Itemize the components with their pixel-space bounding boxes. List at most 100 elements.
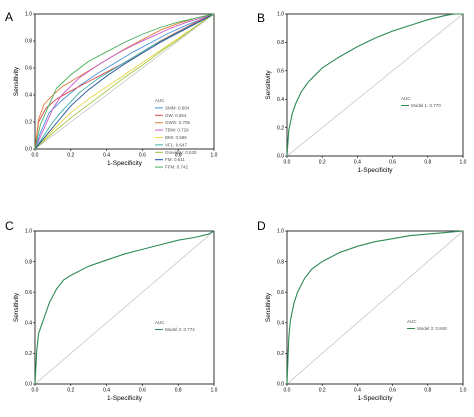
y-axis-label: Sensitivity [265,292,272,322]
y-tick-label: 0.6 [277,290,284,296]
y-tick-label: 1.0 [25,12,32,18]
x-axis-label: 1-Specificity [107,160,143,167]
roc-panel-c: C 0.0 0.2 0.4 0.6 0.8 1.0 0.0 0.2 0.4 0.6 0.8 1.0 1-S… [5,219,218,402]
y-tick-label: 0.0 [25,147,32,153]
x-axis-label: 1-Specificity [107,395,143,402]
legend-entry: Model 3: 0.848 [417,326,447,331]
y-tick-label: 0.4 [25,321,32,327]
legend-entry: TBW: 0.729 [165,128,189,133]
roc-curve-vfl [34,13,215,150]
x-tick-label: 0.2 [67,153,74,159]
x-tick-label: 0.8 [175,388,182,394]
y-tick-label: 0.2 [25,351,32,357]
x-tick-label: 0.8 [424,160,431,166]
panel-label: D [257,219,266,233]
roc-curve-gw [34,13,215,150]
legend-entry: Model 1: 0.770 [411,103,441,108]
roc-panel-a: A 0.0 0.2 0.4 0.6 0.8 1.0 0.0 0.2 0.4 0.6 0.8 1.0 1-S… [5,10,218,170]
y-tick-label: 0.6 [277,69,284,75]
x-tick-label: 1.0 [211,153,218,159]
x-tick-label: 0.0 [32,388,39,394]
reference-diagonal [286,13,464,157]
reference-diagonal [286,230,464,385]
x-tick-label: 0.2 [319,388,326,394]
roc-curve-model-2 [34,230,215,385]
x-tick-label: 0.0 [284,388,291,394]
legend-title: AUC [401,96,411,101]
y-tick-label: 0.8 [25,39,32,45]
y-axis-label: Sensitivity [13,292,20,322]
y-tick-label: 1.0 [277,229,284,235]
y-tick-label: 0.8 [277,259,284,265]
x-tick-label: 0.0 [32,153,39,159]
x-tick-label: 0.6 [139,388,146,394]
plot-frame [34,230,215,385]
x-tick-label: 0.0 [284,160,291,166]
y-tick-label: 0.0 [277,154,284,160]
x-tick-label: 0.6 [139,153,146,159]
plot-frame [286,13,464,157]
plot-frame [286,230,464,385]
y-tick-label: 0.4 [277,321,284,327]
x-axis-label: 1-Specificity [357,167,393,174]
x-tick-label: 1.0 [211,388,218,394]
roc-panel-d: D 0.0 0.2 0.4 0.6 0.8 1.0 0.0 0.2 0.4 0.6 0.8 1.0 1-S… [257,219,467,402]
roc-curve-bmi [34,13,215,150]
x-tick-label: 0.8 [175,153,182,159]
y-tick-label: 0.4 [25,93,32,99]
y-tick-label: 0.4 [277,97,284,103]
legend-entry: Gravidity: 0.530 [165,150,197,155]
roc-curve-smm [34,13,215,150]
roc-curve-ffm [34,13,215,150]
x-tick-label: 1.0 [460,388,467,394]
x-tick-label: 0.6 [389,160,396,166]
x-tick-label: 1.0 [460,160,467,166]
x-tick-label: 0.6 [389,388,396,394]
y-axis-label: Sensitivity [13,66,20,96]
y-tick-label: 0.6 [25,66,32,72]
y-tick-label: 1.0 [25,229,32,235]
y-tick-label: 0.8 [25,259,32,265]
x-tick-label: 0.8 [424,388,431,394]
roc-curve-gravidity [34,13,215,150]
x-tick-label: 0.4 [354,388,361,394]
roc-curve-fm [34,13,215,150]
x-tick-label: 0.2 [319,160,326,166]
y-tick-label: 0.2 [277,351,284,357]
roc-curve-model-1 [286,13,463,157]
legend-title: AUC [155,320,165,325]
x-tick-label: 0.4 [103,153,110,159]
legend-entry: Model 2: 0.774 [165,327,195,332]
x-tick-label: 0.4 [103,388,110,394]
reference-diagonal [34,230,215,385]
y-tick-label: 0.2 [277,125,284,131]
legend-entry: GWG: 0.705 [165,120,191,125]
x-tick-label: 0.4 [354,160,361,166]
x-tick-label: 0.2 [67,388,74,394]
roc-curve-model-3 [286,230,464,385]
legend-entry: FFM: 0.742 [165,165,189,170]
reference-diagonal [34,13,215,150]
legend-entry: BMI: 0.586 [165,135,187,140]
roc-curve-tbw [34,13,215,150]
y-tick-label: 1.0 [277,12,284,18]
legend-title: AUC [155,98,165,103]
y-tick-label: 0.6 [25,290,32,296]
y-axis-label: Sensitivity [265,70,272,100]
x-axis-label: 1-Specificity [357,395,393,402]
panel-label: A [5,10,13,24]
legend-entry: GW: 0.654 [165,113,187,118]
panel-label: C [5,219,14,233]
legend-entry: VFL: 0.647 [165,142,188,147]
legend-title: AUC [407,319,417,324]
roc-panel-b: B 0.0 0.2 0.4 0.6 0.8 1.0 0.0 0.2 0.4 0.6 0.8 1.0 1-S… [257,11,467,174]
y-tick-label: 0.0 [277,382,284,388]
y-tick-label: 0.0 [25,382,32,388]
y-tick-label: 0.2 [25,120,32,126]
panel-label: B [257,11,265,25]
